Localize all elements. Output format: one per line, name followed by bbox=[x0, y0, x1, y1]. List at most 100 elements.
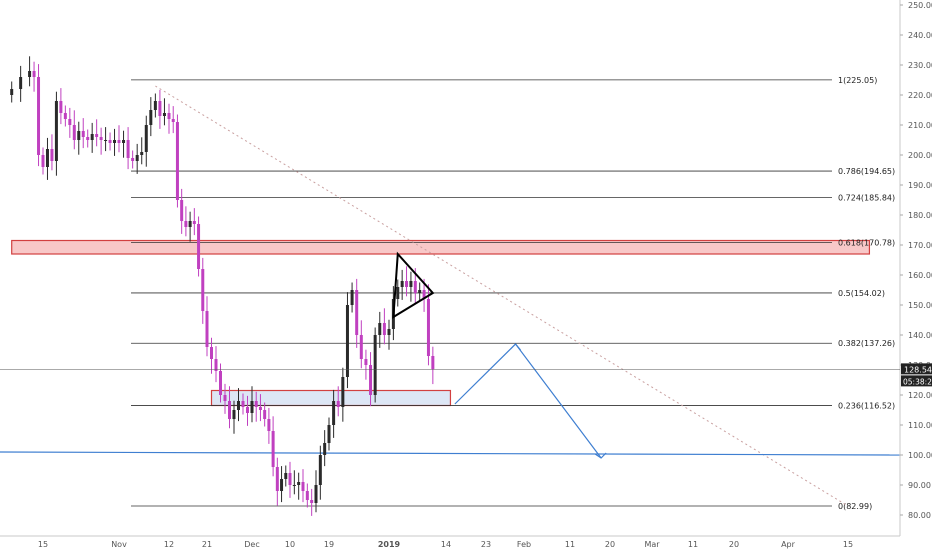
y-tick-label: 230.00 bbox=[908, 61, 932, 70]
candle bbox=[378, 311, 382, 348]
candle-body bbox=[68, 119, 72, 125]
candle bbox=[310, 488, 314, 516]
candle-body bbox=[77, 131, 81, 140]
candle-body bbox=[280, 479, 284, 491]
fib-label: 1(225.05) bbox=[838, 76, 877, 85]
triangle-pattern bbox=[392, 251, 435, 319]
candle-body bbox=[426, 299, 430, 356]
candle-body bbox=[184, 221, 188, 227]
projection-path bbox=[454, 343, 602, 459]
y-tick-label: 220.00 bbox=[908, 91, 932, 100]
countdown-value: 05:38:20 bbox=[903, 377, 932, 386]
candle bbox=[364, 349, 368, 380]
candle-body bbox=[104, 140, 108, 141]
trendline-descending-dotted bbox=[155, 85, 849, 507]
candle-body bbox=[263, 410, 267, 419]
candle-body bbox=[223, 395, 227, 401]
y-tick-label: 160.00 bbox=[908, 271, 932, 280]
candle-body bbox=[140, 152, 144, 155]
candle-body bbox=[323, 443, 327, 455]
candle-body bbox=[171, 119, 175, 122]
x-tick-label: 20 bbox=[605, 540, 615, 549]
candle bbox=[341, 367, 345, 422]
candle bbox=[271, 416, 275, 477]
x-tick-label: 19 bbox=[324, 540, 334, 549]
candle bbox=[113, 128, 117, 156]
arrowhead-up bbox=[510, 343, 522, 351]
candle-body bbox=[205, 311, 209, 347]
candle bbox=[426, 284, 430, 366]
candle-body bbox=[167, 113, 171, 119]
candle-body bbox=[86, 137, 90, 140]
candle-body bbox=[113, 140, 117, 143]
candle bbox=[41, 147, 45, 175]
candle bbox=[280, 466, 284, 503]
candle-body bbox=[369, 365, 373, 395]
candle-body bbox=[297, 482, 301, 485]
candle bbox=[77, 121, 81, 155]
candle bbox=[345, 292, 349, 389]
x-axis[interactable]: 15 Nov 12 21 Dec 10 19 2019 14 23 Feb 11 20 Mar 11 20 Ap… bbox=[0, 535, 900, 549]
x-tick-label: Dec bbox=[244, 540, 259, 549]
y-tick-label: 180.00 bbox=[908, 211, 932, 220]
candle-body bbox=[318, 455, 322, 485]
candle bbox=[54, 91, 58, 176]
candle bbox=[369, 352, 373, 407]
candle-body bbox=[275, 467, 279, 491]
candle bbox=[37, 64, 41, 167]
candle bbox=[301, 469, 305, 503]
candle bbox=[135, 143, 139, 174]
candle bbox=[201, 257, 205, 324]
fib-label: 0.724(185.84) bbox=[838, 193, 895, 202]
candle-body bbox=[192, 221, 196, 224]
candle bbox=[167, 103, 171, 134]
candle-body bbox=[396, 287, 400, 299]
candle-body bbox=[241, 401, 245, 407]
x-tick-label: Apr bbox=[781, 540, 796, 549]
price-tag: 128.54 05:38:20 bbox=[0, 363, 932, 387]
zones-layer bbox=[11, 239, 871, 407]
candle-body bbox=[197, 224, 201, 269]
candle-body bbox=[288, 473, 292, 485]
candle-body bbox=[254, 401, 258, 407]
y-tick-label: 120.00 bbox=[908, 391, 932, 400]
candle bbox=[131, 150, 135, 169]
candle-body bbox=[341, 377, 345, 407]
y-axis[interactable]: 250.00 240.00 230.00 220.00 210.00 200.00 190.… bbox=[899, 0, 932, 536]
candle bbox=[162, 98, 166, 126]
x-tick-label: Mar bbox=[644, 540, 660, 549]
candle-body bbox=[126, 140, 130, 158]
candle bbox=[267, 407, 271, 444]
candle-body bbox=[95, 134, 99, 137]
candle-body bbox=[345, 305, 349, 377]
candle-body bbox=[378, 323, 382, 335]
candle bbox=[223, 383, 227, 414]
candle bbox=[232, 400, 236, 434]
candle bbox=[180, 188, 184, 234]
candle-body bbox=[409, 281, 413, 287]
candle-body bbox=[228, 401, 231, 419]
candle-body bbox=[90, 134, 94, 140]
candle bbox=[336, 386, 340, 417]
y-tick-label: 80.00 bbox=[908, 511, 931, 520]
candle-body bbox=[32, 71, 36, 77]
y-tick-label: 90.00 bbox=[908, 481, 931, 490]
candle-body bbox=[422, 290, 426, 299]
candle-body bbox=[28, 71, 32, 77]
candle-body bbox=[131, 158, 135, 161]
candle-body bbox=[271, 431, 275, 467]
candle bbox=[284, 465, 288, 487]
candle bbox=[90, 122, 94, 153]
x-tick-label: 12 bbox=[164, 540, 174, 549]
x-tick-label: 23 bbox=[481, 540, 491, 549]
candle bbox=[210, 337, 213, 374]
candle-body bbox=[144, 125, 148, 152]
candle-body bbox=[246, 407, 249, 413]
candle-body bbox=[63, 113, 67, 119]
candle bbox=[104, 127, 108, 152]
y-tick-label: 110.00 bbox=[908, 421, 932, 430]
candle bbox=[144, 115, 148, 167]
candle-body bbox=[336, 401, 340, 407]
